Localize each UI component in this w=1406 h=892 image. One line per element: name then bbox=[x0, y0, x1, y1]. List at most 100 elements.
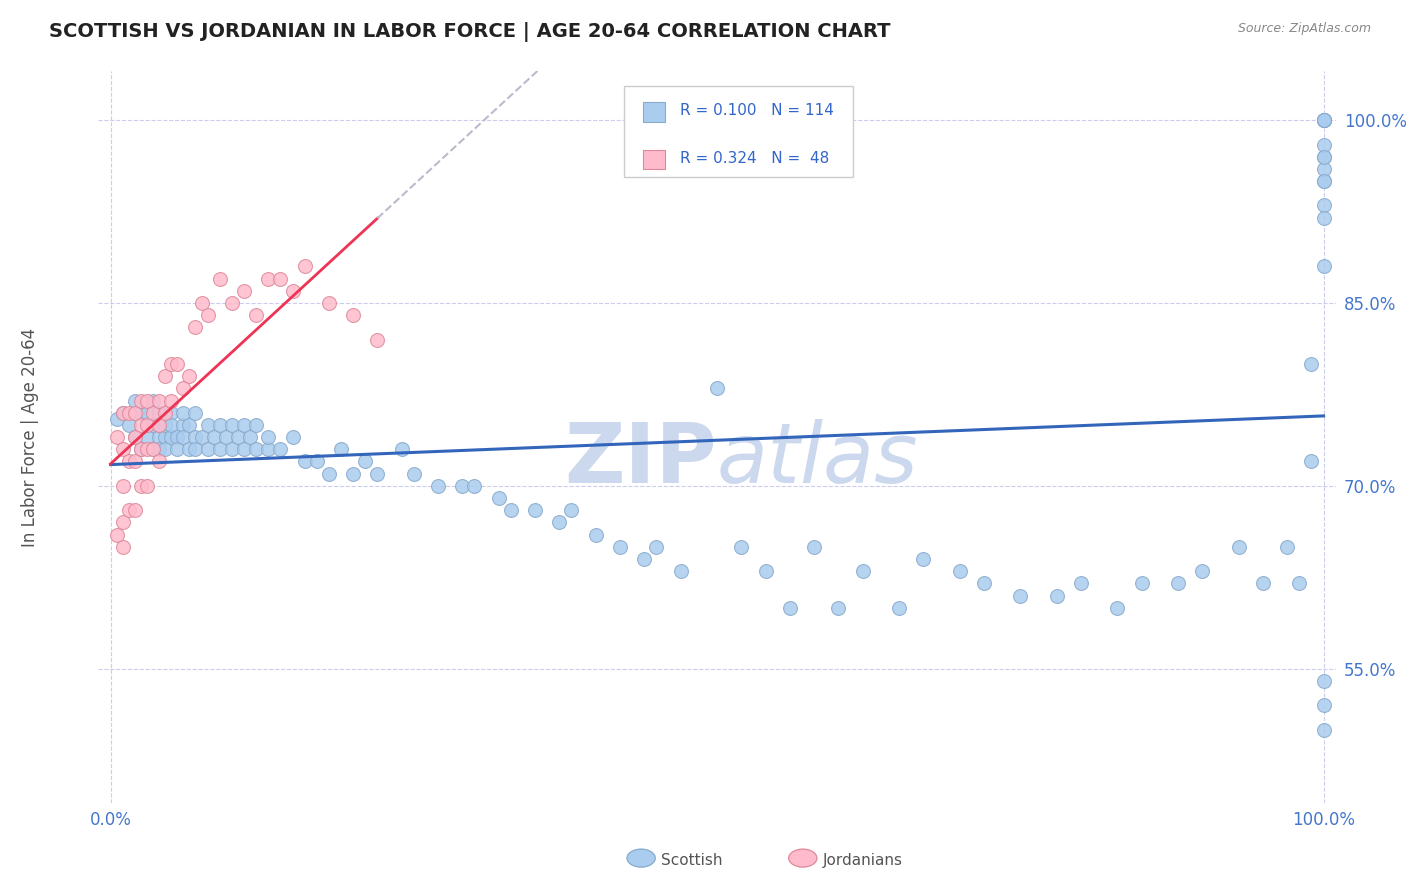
Point bbox=[105, 430, 128, 444]
Point bbox=[257, 430, 280, 444]
Point bbox=[949, 564, 972, 578]
Point bbox=[148, 393, 170, 408]
Point bbox=[1312, 113, 1334, 128]
Point bbox=[172, 430, 194, 444]
Point bbox=[118, 503, 141, 517]
Point bbox=[136, 393, 159, 408]
Point bbox=[1312, 260, 1334, 274]
Point bbox=[172, 406, 194, 420]
FancyBboxPatch shape bbox=[624, 86, 853, 178]
Point bbox=[233, 417, 256, 432]
Point bbox=[1301, 454, 1323, 468]
Point bbox=[1191, 564, 1213, 578]
Text: Scottish: Scottish bbox=[661, 854, 723, 868]
Point bbox=[142, 442, 165, 457]
Point bbox=[136, 442, 159, 457]
Point bbox=[142, 417, 165, 432]
Point bbox=[160, 406, 183, 420]
Point bbox=[463, 479, 485, 493]
Point bbox=[136, 406, 159, 420]
Point bbox=[779, 600, 801, 615]
Point bbox=[129, 442, 152, 457]
Point bbox=[148, 430, 170, 444]
Point bbox=[1227, 540, 1250, 554]
Point bbox=[172, 381, 194, 395]
Point bbox=[215, 430, 238, 444]
Point bbox=[179, 442, 201, 457]
Point bbox=[136, 417, 159, 432]
Point bbox=[148, 454, 170, 468]
Point bbox=[1301, 357, 1323, 371]
Point bbox=[973, 576, 995, 591]
Point bbox=[451, 479, 474, 493]
Point bbox=[111, 406, 134, 420]
FancyBboxPatch shape bbox=[643, 102, 665, 122]
Point bbox=[318, 296, 340, 310]
Point bbox=[499, 503, 522, 517]
Point bbox=[142, 393, 165, 408]
Point bbox=[124, 430, 146, 444]
Point bbox=[645, 540, 668, 554]
Point bbox=[221, 442, 243, 457]
Point bbox=[1312, 137, 1334, 152]
Point bbox=[730, 540, 752, 554]
Point bbox=[669, 564, 692, 578]
Point bbox=[148, 417, 170, 432]
Point bbox=[124, 393, 146, 408]
Point bbox=[129, 406, 152, 420]
Point bbox=[124, 454, 146, 468]
Point bbox=[281, 430, 304, 444]
Point bbox=[1312, 698, 1334, 713]
Point bbox=[208, 271, 231, 285]
Point bbox=[226, 430, 249, 444]
Point bbox=[129, 442, 152, 457]
Point bbox=[233, 442, 256, 457]
Text: Jordanians: Jordanians bbox=[823, 854, 903, 868]
Point bbox=[111, 540, 134, 554]
Point bbox=[330, 442, 353, 457]
Text: ZIP: ZIP bbox=[565, 418, 717, 500]
Point bbox=[245, 308, 267, 322]
Point bbox=[633, 552, 655, 566]
Point bbox=[105, 527, 128, 541]
Point bbox=[887, 600, 910, 615]
Point bbox=[1312, 150, 1334, 164]
FancyBboxPatch shape bbox=[643, 150, 665, 169]
Point bbox=[160, 357, 183, 371]
Point bbox=[342, 308, 364, 322]
Point bbox=[706, 381, 728, 395]
Point bbox=[1312, 150, 1334, 164]
Point bbox=[1288, 576, 1310, 591]
Point bbox=[142, 406, 165, 420]
Point bbox=[239, 430, 262, 444]
Point bbox=[197, 417, 219, 432]
Point bbox=[111, 406, 134, 420]
Point bbox=[208, 442, 231, 457]
Point bbox=[1312, 174, 1334, 188]
Point bbox=[391, 442, 413, 457]
Point bbox=[1312, 113, 1334, 128]
Point bbox=[1312, 673, 1334, 688]
Point bbox=[366, 333, 388, 347]
Point bbox=[221, 296, 243, 310]
Text: SCOTTISH VS JORDANIAN IN LABOR FORCE | AGE 20-64 CORRELATION CHART: SCOTTISH VS JORDANIAN IN LABOR FORCE | A… bbox=[49, 22, 891, 42]
Point bbox=[1251, 576, 1274, 591]
Point bbox=[427, 479, 450, 493]
Text: In Labor Force | Age 20-64: In Labor Force | Age 20-64 bbox=[21, 327, 39, 547]
Point bbox=[755, 564, 778, 578]
Point bbox=[184, 430, 207, 444]
Point bbox=[124, 406, 146, 420]
Point bbox=[366, 467, 388, 481]
Point bbox=[1010, 589, 1032, 603]
Point bbox=[585, 527, 607, 541]
Point bbox=[118, 454, 141, 468]
Text: atlas: atlas bbox=[717, 418, 918, 500]
Point bbox=[202, 430, 225, 444]
Point bbox=[1312, 161, 1334, 176]
Point bbox=[1275, 540, 1298, 554]
Point bbox=[129, 417, 152, 432]
Point bbox=[560, 503, 582, 517]
Point bbox=[184, 442, 207, 457]
Point bbox=[402, 467, 425, 481]
Point bbox=[166, 442, 188, 457]
